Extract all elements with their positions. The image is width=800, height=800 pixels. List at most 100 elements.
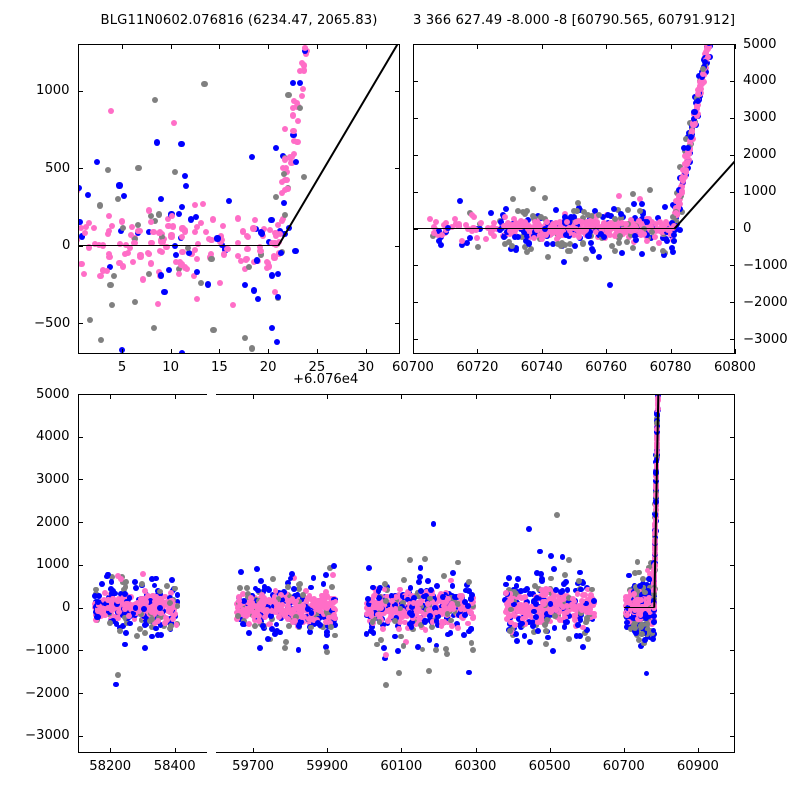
data-point xyxy=(124,619,131,626)
data-point xyxy=(183,266,191,273)
data-point xyxy=(236,616,243,623)
data-point xyxy=(277,250,285,257)
data-point xyxy=(549,595,556,602)
data-point xyxy=(564,603,571,610)
data-point xyxy=(618,214,625,221)
data-point xyxy=(313,611,319,618)
data-point xyxy=(515,576,522,583)
data-point xyxy=(273,339,280,346)
data-point xyxy=(295,646,302,653)
data-point xyxy=(165,216,172,223)
data-point xyxy=(159,233,166,241)
data-point xyxy=(604,232,611,239)
data-point xyxy=(118,591,124,597)
data-point xyxy=(636,569,642,576)
data-point xyxy=(445,619,451,625)
data-point xyxy=(168,589,174,596)
data-point xyxy=(251,609,257,616)
axis-tick xyxy=(697,748,699,753)
data-point xyxy=(131,240,138,247)
data-point xyxy=(524,586,530,592)
data-point xyxy=(105,227,112,235)
data-point xyxy=(369,619,376,625)
data-point xyxy=(456,197,463,204)
data-point xyxy=(252,585,259,592)
data-point xyxy=(120,623,127,629)
data-point xyxy=(693,103,700,110)
data-point xyxy=(148,576,155,583)
axis-tick xyxy=(623,748,625,753)
data-point xyxy=(126,613,132,620)
axis-tick xyxy=(78,479,83,481)
data-point xyxy=(294,138,301,146)
data-point xyxy=(257,578,264,584)
axis-tick xyxy=(730,339,735,341)
data-point xyxy=(129,610,136,617)
data-point xyxy=(434,622,441,629)
data-point xyxy=(427,216,434,223)
data-point xyxy=(272,608,279,615)
data-point xyxy=(393,597,399,604)
data-point xyxy=(272,145,279,152)
data-point xyxy=(594,219,601,226)
data-point xyxy=(650,618,657,625)
data-point xyxy=(291,592,298,599)
data-point xyxy=(323,593,330,600)
data-point xyxy=(646,570,653,577)
data-point xyxy=(259,597,266,604)
data-point xyxy=(529,604,536,611)
data-point xyxy=(173,621,180,628)
data-point xyxy=(631,201,637,207)
data-point xyxy=(288,153,295,160)
data-point xyxy=(122,605,128,612)
data-point xyxy=(531,235,538,242)
data-point xyxy=(268,613,275,620)
data-point xyxy=(321,614,328,620)
data-point xyxy=(642,637,649,644)
data-point xyxy=(193,255,201,262)
data-point xyxy=(608,213,615,220)
data-point xyxy=(243,607,250,614)
data-point xyxy=(432,600,439,607)
data-point xyxy=(375,600,381,607)
data-point xyxy=(262,597,269,604)
data-point xyxy=(114,615,121,622)
data-point xyxy=(117,627,124,634)
xtick-label: 30 xyxy=(357,360,375,375)
axis-tick xyxy=(730,436,735,438)
data-point xyxy=(270,576,277,583)
data-point xyxy=(417,565,424,572)
data-point xyxy=(570,612,577,619)
top-left-xaxis-offset: +6.076e4 xyxy=(293,372,359,387)
data-point xyxy=(260,225,267,232)
data-point xyxy=(323,605,330,612)
data-point xyxy=(511,588,517,595)
data-point xyxy=(483,236,490,243)
data-point xyxy=(87,316,94,324)
top-left-panel[interactable] xyxy=(78,44,400,354)
data-point xyxy=(640,211,647,218)
data-point xyxy=(458,237,465,244)
data-point xyxy=(96,607,103,614)
data-point xyxy=(296,622,302,629)
data-point xyxy=(407,585,414,591)
data-point xyxy=(565,224,572,231)
data-point xyxy=(539,576,545,582)
top-right-panel[interactable] xyxy=(413,44,735,354)
data-point xyxy=(670,232,677,239)
data-point xyxy=(572,243,579,250)
ytick-label: 1000 xyxy=(36,557,70,573)
data-point xyxy=(259,592,266,598)
bottom-panel[interactable] xyxy=(78,394,735,753)
data-point xyxy=(682,160,689,167)
data-point xyxy=(143,615,150,622)
data-point xyxy=(314,620,321,627)
data-point xyxy=(174,602,181,609)
data-point xyxy=(281,644,288,651)
data-point xyxy=(108,590,115,597)
data-point xyxy=(241,597,248,604)
data-point xyxy=(412,604,418,611)
axis-tick xyxy=(121,44,123,49)
data-point xyxy=(579,598,586,605)
data-point xyxy=(656,239,662,246)
